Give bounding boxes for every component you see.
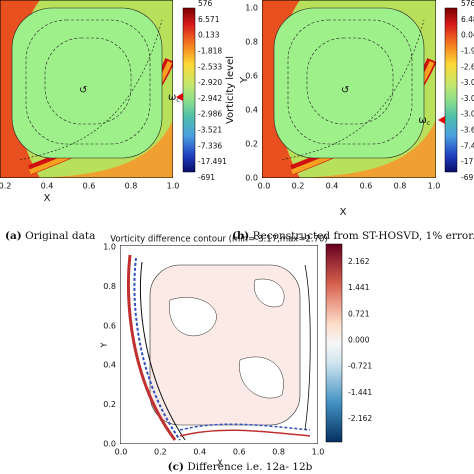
colorbar-tick-label: 576 <box>198 0 213 8</box>
marker-label-b: ωc <box>418 115 430 127</box>
colorbar-tick-label: 0.04 <box>461 31 474 40</box>
colorbar-tick-label: -17.491 <box>198 157 227 166</box>
x-tick-label: 0.2 <box>0 182 11 191</box>
x-tick-label: 0.8 <box>125 182 138 191</box>
colorbar-tick-label: 0.133 <box>198 31 220 40</box>
colorbar-b <box>444 7 458 173</box>
colorbar-tick-label: 0.721 <box>348 309 370 318</box>
colorbar-tick-label: 6.48 <box>461 15 474 24</box>
y-tick-label: 0.0 <box>245 174 258 183</box>
colorbar-tick-label: -3.00 <box>461 78 474 87</box>
colorbar-tick-label: -2.942 <box>198 94 222 103</box>
colorbar-label-a: Vorticity level <box>225 56 236 124</box>
colorbar-c <box>325 243 343 443</box>
colorbar-tick-label: 576 <box>461 0 474 8</box>
y-label-c: Y <box>100 342 109 348</box>
center-marker: ↺ <box>341 85 349 96</box>
colorbar-tick-label: 0.000 <box>348 336 370 345</box>
x-tick-label: 0.6 <box>360 182 373 191</box>
x-tick-label: 1.0 <box>167 182 180 191</box>
center-marker: ↺ <box>79 85 87 96</box>
colorbar-tick-label: -691 <box>198 173 215 182</box>
y-tick-label: 0.4 <box>103 361 116 370</box>
colorbar-tick-label: -3.06 <box>461 110 474 119</box>
x-tick-label: 0.4 <box>326 182 339 191</box>
x-tick-label: 0.8 <box>394 182 407 191</box>
x-tick-label: 0.0 <box>258 182 271 191</box>
contour-plot-a: ↺ <box>0 0 173 178</box>
colorbar-tick-label: -3.02 <box>461 94 474 103</box>
x-tick-label: 0.0 <box>115 448 128 457</box>
colorbar-tick-label: -1.441 <box>348 388 372 397</box>
x-tick-label: 0.4 <box>41 182 54 191</box>
colorbar-tick-label: 2.162 <box>348 257 370 266</box>
x-tick-label: 0.6 <box>83 182 96 191</box>
colorbar-tick-label: -2.986 <box>198 110 222 119</box>
colorbar-tick-label: -17. <box>461 157 474 166</box>
x-tick-label: 0.8 <box>272 448 285 457</box>
colorbar-tick-label: -691 <box>461 173 474 182</box>
colorbar-tick-label: -2.920 <box>198 78 222 87</box>
y-tick-label: 0.0 <box>103 440 116 449</box>
colorbar-tick-label: -2.62 <box>461 62 474 71</box>
caption-a: (a) Original data <box>5 230 95 242</box>
colorbar-tick-label: -0.721 <box>348 362 372 371</box>
colorbar-tick-label: -3.521 <box>198 126 222 135</box>
caption-b: (b) Reconstructed from ST-HOSVD, 1% erro… <box>232 230 474 242</box>
x-tick-label: 1.0 <box>312 448 325 457</box>
colorbar-tick-label: 6.571 <box>198 15 220 24</box>
y-tick-label: 0.8 <box>103 282 116 291</box>
x-label-b: X <box>340 207 347 218</box>
marker-a <box>176 93 183 101</box>
caption-c: (c) Difference i.e. 12a- 12b <box>168 461 313 473</box>
x-tick-label: 0.6 <box>233 448 246 457</box>
colorbar-tick-label: 1.441 <box>348 283 370 292</box>
y-tick-label: 1.0 <box>245 4 258 13</box>
y-tick-label: 0.2 <box>103 400 116 409</box>
colorbar-tick-label: -2.162 <box>348 414 372 423</box>
colorbar-a <box>182 7 196 173</box>
contour-plot-b: ↺ <box>262 0 436 178</box>
y-tick-label: 0.2 <box>245 140 258 149</box>
x-tick-label: 0.4 <box>193 448 206 457</box>
marker-b <box>438 116 445 124</box>
y-tick-label: 0.8 <box>245 38 258 47</box>
title-c: Vorticity difference contour (min=-3.17,… <box>110 235 327 245</box>
contour-plot-c <box>120 245 318 444</box>
x-tick-label: 0.2 <box>154 448 167 457</box>
y-tick-label: 0.4 <box>245 106 258 115</box>
colorbar-tick-label: -1.90 <box>461 46 474 55</box>
y-label-b: Y <box>239 76 250 84</box>
y-tick-label: 0.6 <box>103 321 116 330</box>
colorbar-tick-label: -1.818 <box>198 46 222 55</box>
colorbar-tick-label: -7.336 <box>198 141 222 150</box>
x-label-a: X <box>44 193 51 204</box>
x-tick-label: 1.0 <box>428 182 441 191</box>
y-tick-label: 0.6 <box>245 72 258 81</box>
colorbar-tick-label: -3.60 <box>461 126 474 135</box>
colorbar-tick-label: -2.533 <box>198 62 222 71</box>
colorbar-tick-label: -7.41 <box>461 141 474 150</box>
x-label-c: X <box>217 459 223 468</box>
marker-label-a: ωc <box>168 92 180 104</box>
x-tick-label: 0.2 <box>292 182 305 191</box>
y-tick-label: 1.0 <box>103 243 116 252</box>
